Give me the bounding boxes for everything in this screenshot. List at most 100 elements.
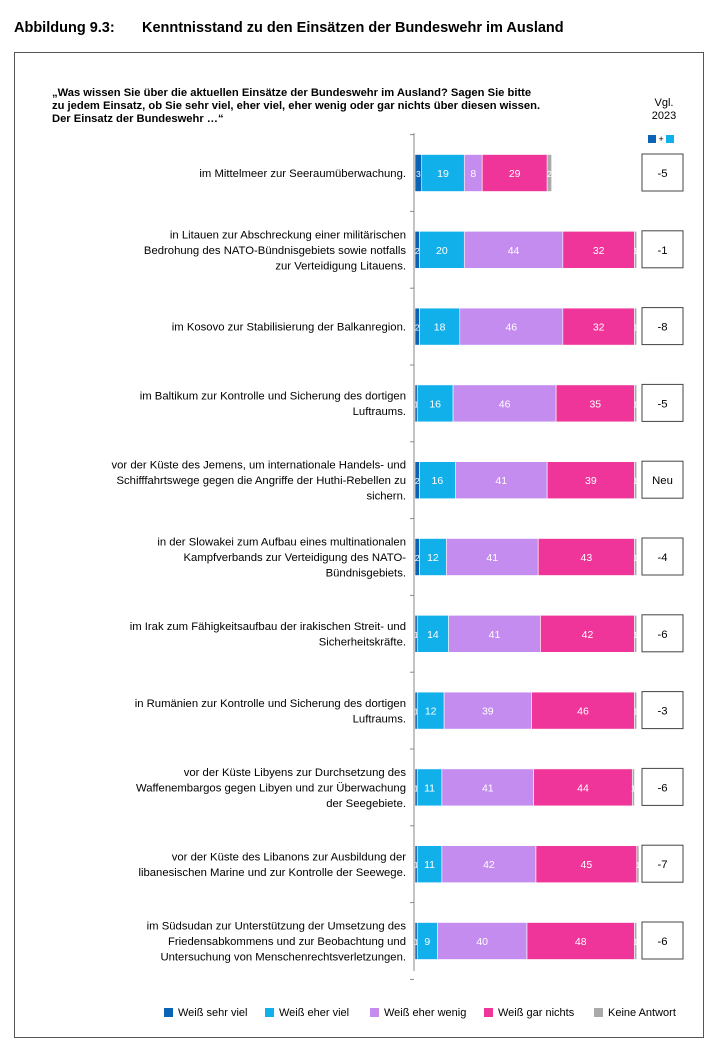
bar-segment-eher-wenig (441, 768, 535, 807)
comparison-value: Neu (652, 475, 673, 487)
bar-segment-gar-nichts (540, 614, 635, 653)
data-label: 1 (414, 630, 419, 640)
bar-segment-keine-antwort (634, 231, 638, 269)
bar-segment-gar-nichts (555, 384, 635, 423)
data-label: 32 (593, 245, 605, 257)
figure-title: Abbildung 9.3: Kenntnisstand zu den Einsä… (14, 20, 564, 36)
data-label: 19 (437, 168, 449, 180)
comparison-value: -6 (657, 629, 667, 641)
category-label: Friedensabkommens und zur Beobachtung un… (168, 936, 406, 948)
data-label: 18 (434, 322, 446, 334)
category-label: Sicherheitskräfte. (319, 637, 406, 649)
category-label: Kampfverbands zur Verteidigung des NATO- (184, 552, 407, 564)
bar-segment-gar-nichts (562, 307, 635, 346)
data-label: 1 (633, 630, 638, 640)
data-label: 46 (577, 706, 589, 718)
data-label: 39 (482, 706, 494, 718)
bar-segment-eher-viel (419, 231, 465, 269)
data-label: 1 (636, 860, 641, 870)
data-label: 1 (633, 246, 638, 256)
data-label: 44 (577, 782, 589, 794)
data-label: 16 (429, 398, 441, 410)
category-label: im Kosovo zur Stabilisierung der Balkanr… (172, 322, 406, 334)
bar-segment-keine-antwort (546, 154, 552, 192)
sehr-viel-marker-icon (648, 135, 656, 143)
bar-segment-eher-wenig (459, 307, 564, 346)
data-label: 2 (415, 323, 420, 333)
bar-segment-keine-antwort (631, 768, 635, 807)
data-label: 8 (470, 168, 476, 180)
bar-segment-eher-viel (416, 845, 443, 884)
bar-segment-eher-wenig (463, 231, 564, 269)
data-label: 2 (415, 476, 420, 486)
data-label: 41 (489, 629, 501, 641)
comparison-box (641, 767, 684, 806)
category-label: Untersuchung von Menschenrechtsverletzun… (160, 952, 406, 964)
data-label: 1 (633, 707, 638, 717)
bar-segment-keine-antwort (634, 461, 638, 500)
data-label: 35 (589, 398, 601, 410)
bar-segment-gar-nichts (537, 538, 635, 576)
data-label: 1 (414, 707, 419, 717)
data-label: 11 (424, 859, 435, 871)
comparison-value: -6 (657, 936, 667, 948)
chart-frame (14, 52, 704, 1038)
comparison-box (641, 921, 684, 960)
data-label: 3 (416, 169, 421, 179)
data-label: 1 (633, 553, 638, 563)
data-label: 16 (432, 475, 444, 487)
category-label: vor der Küste des Jemens, um internation… (111, 460, 406, 472)
data-label: 20 (436, 245, 448, 257)
category-label: vor der Küste des Libanons zur Ausbildun… (172, 851, 406, 863)
legend-item-eher-viel: Weiß eher viel (265, 1007, 349, 1019)
data-label: 14 (427, 629, 439, 641)
comparison-value: -6 (657, 782, 667, 794)
bar-segment-keine-antwort (634, 614, 638, 653)
bar-segment-keine-antwort (636, 845, 640, 884)
bar-segment-keine-antwort (634, 922, 638, 960)
comparison-value: -1 (657, 245, 667, 257)
data-label: 12 (425, 706, 437, 718)
data-label: 41 (486, 552, 498, 564)
category-label: zur Verteidigung Litauens. (275, 260, 406, 272)
survey-question-line: Der Einsatz der Bundeswehr …“ (52, 113, 224, 125)
category-label: Bündnisgebiets. (326, 568, 406, 580)
data-label: 2 (415, 553, 420, 563)
comparison-marker: + (648, 134, 675, 144)
category-label: in der Slowakei zum Aufbau eines multina… (157, 537, 406, 549)
legend-label: Weiß gar nichts (498, 1007, 575, 1019)
comparison-value: -5 (657, 398, 667, 410)
category-label: im Baltikum zur Kontrolle und Sicherung … (140, 391, 406, 403)
bar-segment-keine-antwort (634, 384, 638, 423)
data-label: 29 (509, 168, 521, 180)
legend-label: Weiß sehr viel (178, 1007, 248, 1019)
data-label: 2 (415, 246, 420, 256)
bar-segment-gar-nichts (533, 768, 633, 807)
comparison-value: -3 (657, 706, 667, 718)
category-label: im Mittelmeer zur Seeraumüberwachung. (199, 168, 406, 180)
bar-segment-eher-viel (421, 154, 465, 192)
data-label: 2 (547, 169, 552, 179)
data-label: 39 (585, 475, 597, 487)
category-label: libanesischen Marine und zur Kontrolle d… (138, 867, 406, 879)
comparison-box (641, 691, 684, 730)
bar-segment-keine-antwort (634, 307, 638, 346)
bar-segment-eher-wenig (455, 461, 548, 500)
data-label: 45 (581, 859, 593, 871)
comparison-value: -8 (657, 322, 667, 334)
data-label: 40 (476, 936, 488, 948)
category-label: im Südsudan zur Unterstützung der Umsetz… (147, 921, 407, 933)
data-label: 1 (633, 476, 638, 486)
legend-label: Weiß eher wenig (384, 1007, 467, 1019)
comparison-box (641, 844, 684, 883)
data-label: 9 (424, 936, 430, 948)
legend-item-sehr-viel: Weiß sehr viel (164, 1007, 247, 1019)
bar-segment-eher-wenig (446, 538, 539, 576)
figure-label: Abbildung 9.3: (14, 20, 115, 36)
data-label: 1 (633, 323, 638, 333)
legend-label: Weiß eher viel (279, 1007, 350, 1019)
bar-segment-eher-viel (416, 691, 445, 730)
category-label: im Irak zum Fähigkeitsaufbau der irakisc… (130, 621, 406, 633)
legend-swatch-icon (594, 1008, 603, 1017)
